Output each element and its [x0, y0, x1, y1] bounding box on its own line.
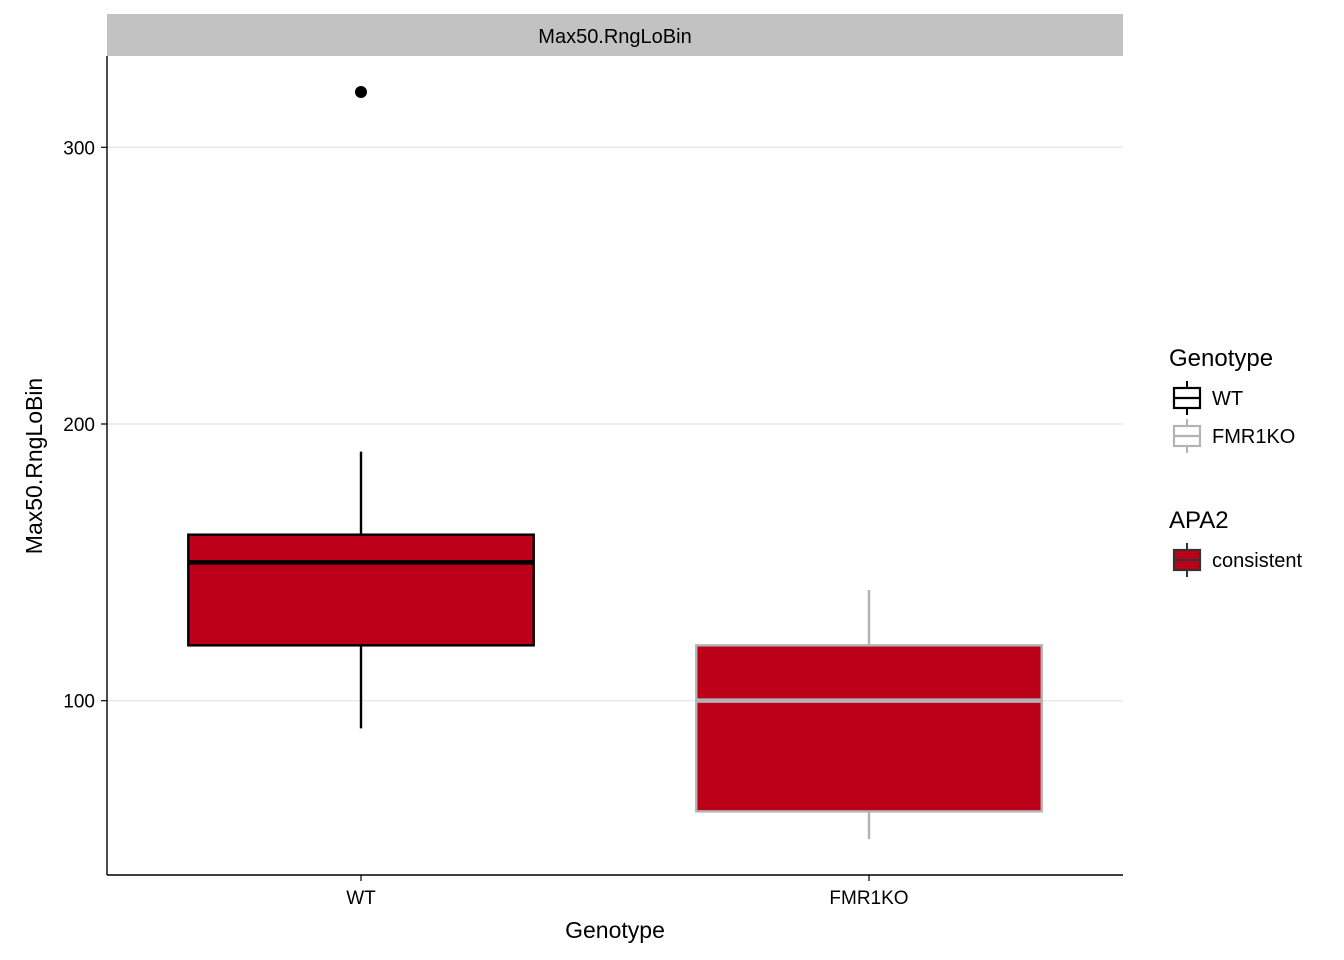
x-axis-ticks: WT FMR1KO	[346, 875, 909, 909]
y-tick-label-200: 200	[63, 415, 95, 436]
outlier-point-wt-0	[355, 85, 367, 98]
box-series	[187, 85, 1043, 840]
legend-key-consistent	[1172, 543, 1202, 577]
y-axis-ticks: 100 200 300	[63, 138, 107, 713]
box-wt	[187, 85, 535, 729]
legend-key-wt	[1172, 381, 1202, 415]
legend-label-wt: WT	[1212, 388, 1243, 410]
facet-label: Max50.RngLoBin	[538, 26, 691, 48]
box-fmr1ko	[695, 590, 1043, 840]
legend-key-fmr1ko	[1172, 419, 1202, 453]
x-tick-label-fmr1ko: FMR1KO	[829, 888, 908, 909]
x-axis-title: Genotype	[565, 917, 665, 943]
box-body-fmr1ko	[695, 644, 1043, 813]
legend: Genotype WT FMR1KO APA2 consistent	[1169, 345, 1302, 577]
legend-label-consistent: consistent	[1212, 550, 1302, 572]
y-tick-label-300: 300	[63, 138, 95, 159]
facet-strip	[107, 14, 1123, 56]
legend-title-apa2: APA2	[1169, 507, 1229, 534]
legend-title-genotype: Genotype	[1169, 345, 1273, 372]
x-tick-label-wt: WT	[346, 888, 376, 909]
box-body-wt	[187, 533, 535, 647]
y-axis-title: Max50.RngLoBin	[21, 378, 47, 554]
y-tick-label-100: 100	[63, 692, 95, 713]
legend-label-fmr1ko: FMR1KO	[1212, 426, 1295, 448]
